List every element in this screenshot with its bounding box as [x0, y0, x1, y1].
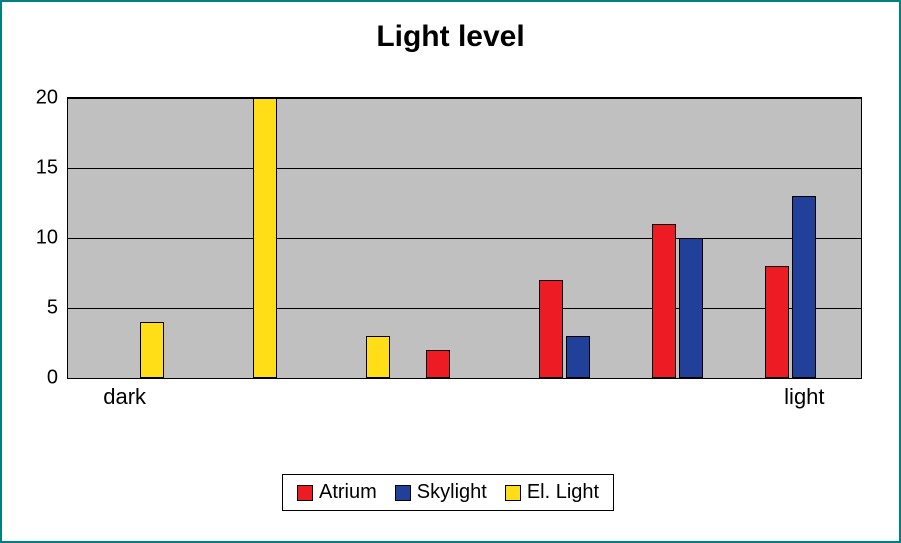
plot-area: 05101520darklight — [67, 97, 862, 379]
bar — [566, 336, 590, 378]
legend-label: Skylight — [417, 481, 487, 504]
legend-item: Atrium — [297, 481, 377, 504]
legend-swatch — [395, 485, 411, 501]
gridline — [68, 308, 861, 309]
bar — [366, 336, 390, 378]
y-tick-label: 0 — [47, 367, 68, 390]
x-category-label: dark — [103, 378, 146, 410]
bar — [140, 322, 164, 378]
legend-swatch — [297, 485, 313, 501]
gridline — [68, 238, 861, 239]
legend-item: Skylight — [395, 481, 487, 504]
gridline — [68, 98, 861, 99]
legend-swatch — [505, 485, 521, 501]
legend-label: Atrium — [319, 481, 377, 504]
y-tick-label: 10 — [36, 227, 68, 250]
bar — [679, 238, 703, 378]
y-tick-label: 15 — [36, 157, 68, 180]
bar — [539, 280, 563, 378]
bar — [253, 98, 277, 378]
y-tick-label: 5 — [47, 297, 68, 320]
bar — [792, 196, 816, 378]
legend-item: El. Light — [505, 481, 599, 504]
bar — [765, 266, 789, 378]
chart-title: Light level — [2, 20, 899, 54]
gridline — [68, 168, 861, 169]
legend: Atrium Skylight El. Light — [282, 474, 614, 511]
y-tick-label: 20 — [36, 87, 68, 110]
chart-frame: Light level 05101520darklight AtriumSkyl… — [0, 0, 901, 543]
legend-label: El. Light — [527, 481, 599, 504]
bar — [652, 224, 676, 378]
bar — [426, 350, 450, 378]
x-category-label: light — [784, 378, 824, 410]
